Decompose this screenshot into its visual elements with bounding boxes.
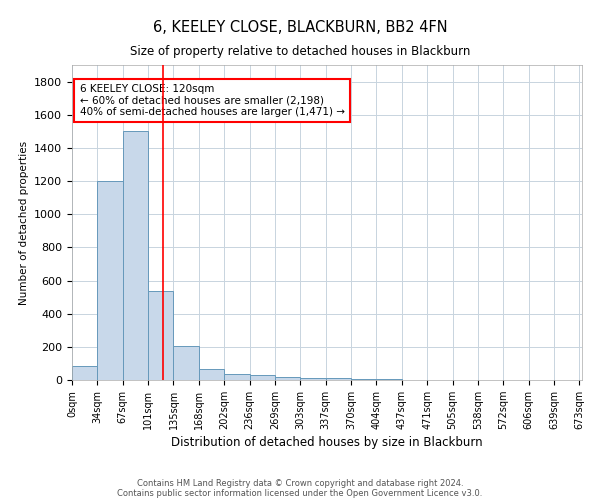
Bar — [199, 369, 224, 380]
X-axis label: Distribution of detached houses by size in Blackburn: Distribution of detached houses by size … — [171, 436, 483, 449]
Text: 6 KEELEY CLOSE: 120sqm
← 60% of detached houses are smaller (2,198)
40% of semi-: 6 KEELEY CLOSE: 120sqm ← 60% of detached… — [80, 84, 344, 117]
Text: Size of property relative to detached houses in Blackburn: Size of property relative to detached ho… — [130, 45, 470, 58]
Text: Contains HM Land Registry data © Crown copyright and database right 2024.: Contains HM Land Registry data © Crown c… — [137, 478, 463, 488]
Bar — [97, 181, 123, 380]
Bar — [376, 379, 402, 380]
Bar — [148, 292, 173, 380]
Text: 6, KEELEY CLOSE, BLACKBURN, BB2 4FN: 6, KEELEY CLOSE, BLACKBURN, BB2 4FN — [152, 20, 448, 35]
Bar — [326, 378, 351, 380]
Bar — [275, 376, 301, 380]
Bar — [351, 378, 376, 380]
Bar — [173, 346, 199, 380]
Text: Contains public sector information licensed under the Open Government Licence v3: Contains public sector information licen… — [118, 488, 482, 498]
Bar — [250, 375, 275, 380]
Bar — [224, 374, 250, 380]
Bar — [72, 366, 97, 380]
Bar — [301, 378, 326, 380]
Bar — [123, 132, 148, 380]
Y-axis label: Number of detached properties: Number of detached properties — [19, 140, 29, 304]
